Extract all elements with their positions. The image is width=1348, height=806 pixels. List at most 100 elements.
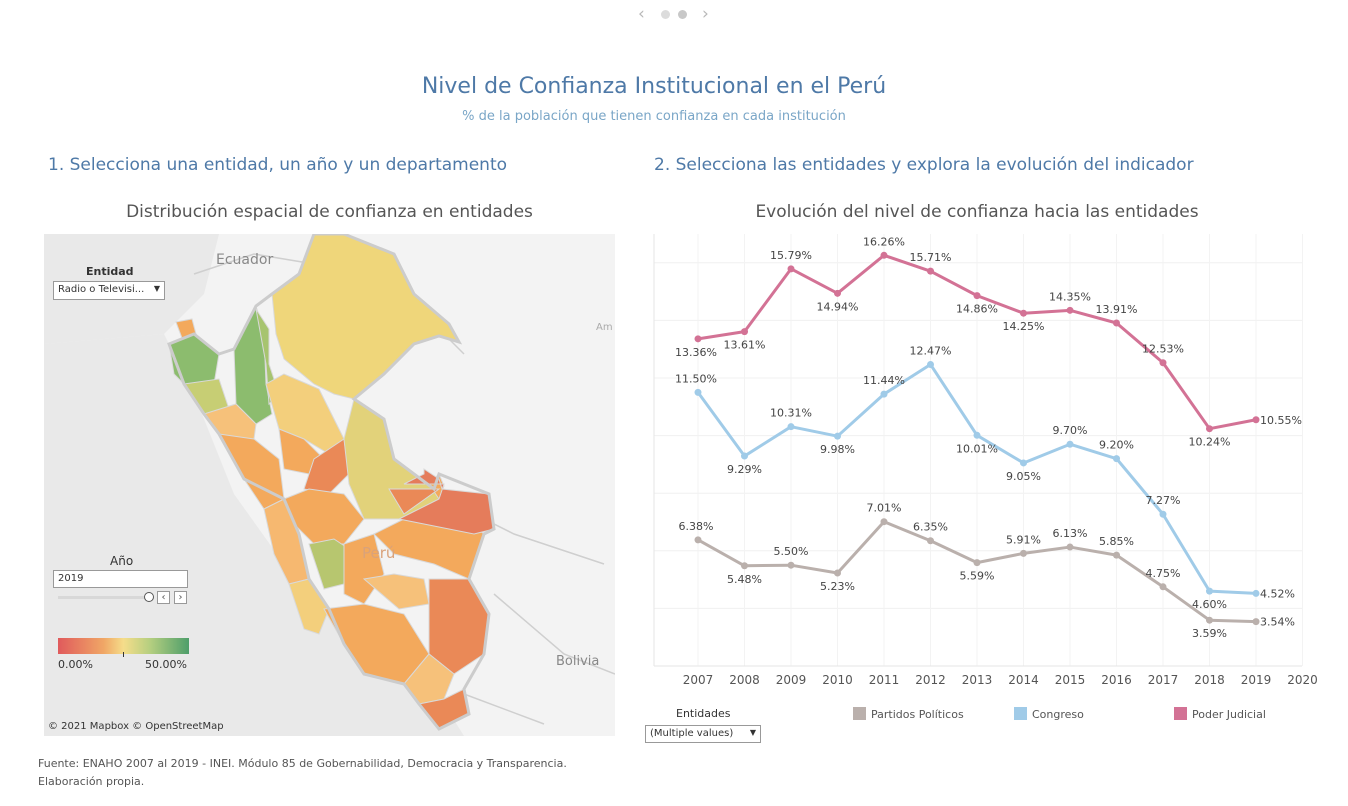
data-point[interactable] <box>787 265 795 273</box>
legend-item-poder-judicial[interactable]: Poder Judicial <box>1174 707 1266 721</box>
data-point[interactable] <box>880 390 888 398</box>
carousel-dot[interactable] <box>661 10 670 19</box>
data-point[interactable] <box>694 335 702 343</box>
data-point[interactable] <box>1159 510 1167 518</box>
data-point[interactable] <box>927 537 934 545</box>
data-point[interactable] <box>1113 319 1120 327</box>
data-point[interactable] <box>1113 455 1120 463</box>
x-tick-label: 2014 <box>1008 673 1039 687</box>
data-point[interactable] <box>1066 306 1074 314</box>
series-2: 13.36% 13.61% 15.79% 14.94% 16.26% 15.71% 14.8… <box>675 235 1302 448</box>
map-label-ecuador: Ecuador <box>216 252 274 268</box>
entities-dropdown[interactable]: (Multiple values) ▼ <box>645 725 761 743</box>
data-point[interactable] <box>787 561 795 569</box>
data-point[interactable] <box>880 251 888 259</box>
entity-dropdown[interactable]: Radio o Televisi... ▼ <box>53 281 165 300</box>
x-tick-label: 2020 <box>1287 673 1318 687</box>
year-slider-track[interactable] <box>58 596 146 599</box>
data-point[interactable] <box>1252 416 1260 424</box>
legend-swatch <box>853 707 866 720</box>
data-point[interactable] <box>973 559 981 567</box>
carousel-nav: ‹ › <box>638 4 714 24</box>
data-point[interactable] <box>834 569 841 577</box>
entity-filter-label: Entidad <box>86 265 134 278</box>
data-point[interactable] <box>1020 309 1027 317</box>
data-point[interactable] <box>927 360 934 368</box>
map-panel[interactable]: Ecuador Perú Bolivia Am Entidad Radio o … <box>44 234 615 736</box>
data-point[interactable] <box>1206 616 1213 624</box>
peru-map[interactable] <box>44 234 615 736</box>
data-label: 10.31% <box>770 407 812 420</box>
data-point[interactable] <box>694 388 702 396</box>
data-point[interactable] <box>973 292 981 300</box>
data-label: 15.79% <box>770 249 812 262</box>
map-attribution[interactable]: © 2021 Mapbox © OpenStreetMap <box>48 721 224 732</box>
year-prev-button[interactable]: ‹ <box>157 591 170 604</box>
data-label: 4.60% <box>1192 598 1227 611</box>
data-label: 7.27% <box>1146 494 1181 507</box>
data-point[interactable] <box>1020 459 1027 467</box>
data-point[interactable] <box>880 518 888 526</box>
dropdown-arrow-icon: ▼ <box>749 728 756 737</box>
data-point[interactable] <box>1159 359 1167 367</box>
data-label: 13.36% <box>675 346 717 359</box>
chevron-right-icon[interactable]: › <box>702 4 709 24</box>
data-point[interactable] <box>1206 425 1213 433</box>
data-point[interactable] <box>787 423 795 431</box>
data-point[interactable] <box>1252 589 1260 597</box>
data-point[interactable] <box>834 432 841 440</box>
data-point[interactable] <box>741 452 748 460</box>
data-label: 13.61% <box>724 339 766 352</box>
data-label: 4.52% <box>1260 587 1295 600</box>
chart-series-layer: 6.38% 5.48% 5.50% 5.23% 7.01% 6.35% 5.59% 5.91%… <box>675 235 1302 640</box>
data-point[interactable] <box>1113 551 1120 559</box>
legend-swatch <box>1174 707 1187 720</box>
data-point[interactable] <box>973 431 981 439</box>
year-filter-label: Año <box>110 554 134 568</box>
chevron-left-icon[interactable]: ‹ <box>638 4 645 24</box>
data-point[interactable] <box>1066 440 1074 448</box>
x-tick-label: 2013 <box>962 673 993 687</box>
x-tick-label: 2008 <box>729 673 760 687</box>
x-tick-label: 2010 <box>822 673 853 687</box>
data-label: 4.75% <box>1146 567 1181 580</box>
data-label: 5.50% <box>774 545 809 558</box>
data-point[interactable] <box>927 267 934 275</box>
data-point[interactable] <box>1159 583 1167 591</box>
data-point[interactable] <box>741 328 748 336</box>
data-point[interactable] <box>741 562 748 570</box>
legend-item-partidos[interactable]: Partidos Políticos <box>853 707 964 721</box>
year-input[interactable]: 2019 <box>53 570 188 588</box>
legend-swatch <box>1014 707 1027 720</box>
legend-item-congreso[interactable]: Congreso <box>1014 707 1084 721</box>
year-input-value: 2019 <box>58 573 84 584</box>
page-title: Nivel de Confianza Institucional en el P… <box>421 74 887 99</box>
x-tick-label: 2015 <box>1055 673 1086 687</box>
data-point[interactable] <box>1066 543 1074 551</box>
year-slider-handle[interactable] <box>144 592 154 602</box>
color-legend-bar <box>58 638 189 654</box>
x-tick-label: 2007 <box>683 673 714 687</box>
region-madre-de-dios-west <box>388 488 441 515</box>
color-legend-max: 50.00% <box>145 658 187 671</box>
data-point[interactable] <box>834 289 841 297</box>
year-next-button[interactable]: › <box>174 591 187 604</box>
entities-dropdown-value: (Multiple values) <box>650 728 734 739</box>
line-chart[interactable]: 6.38% 5.48% 5.50% 5.23% 7.01% 6.35% 5.59% 5.91%… <box>650 234 1330 694</box>
data-label: 11.44% <box>863 374 905 387</box>
data-label: 14.35% <box>1049 290 1091 303</box>
data-label: 9.98% <box>820 443 855 456</box>
section1-title: 1. Selecciona una entidad, un año y un d… <box>48 155 508 175</box>
x-tick-label: 2017 <box>1148 673 1179 687</box>
entities-filter-label: Entidades <box>676 707 731 720</box>
ocean-area-south <box>44 334 464 736</box>
data-point[interactable] <box>1020 549 1027 557</box>
data-point[interactable] <box>1206 587 1213 595</box>
carousel-dot-active[interactable] <box>678 10 687 19</box>
legend-label: Congreso <box>1032 708 1084 721</box>
data-point[interactable] <box>1252 618 1260 626</box>
data-label: 14.25% <box>1003 320 1045 333</box>
series-1: 11.50% 9.29% 10.31% 9.98% 11.44% 12.47% 10.01%… <box>675 344 1295 611</box>
data-point[interactable] <box>694 536 702 544</box>
data-label: 5.23% <box>820 580 855 593</box>
